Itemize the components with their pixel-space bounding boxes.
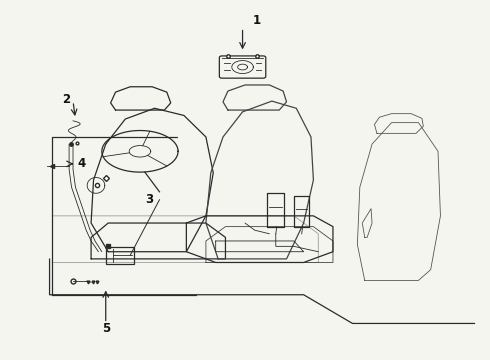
Text: 2: 2 [63,93,71,106]
Text: 4: 4 [77,157,85,170]
Text: 5: 5 [101,322,110,335]
FancyBboxPatch shape [220,56,266,78]
Text: 1: 1 [253,14,261,27]
Bar [106,247,134,264]
Text: 3: 3 [146,193,154,206]
